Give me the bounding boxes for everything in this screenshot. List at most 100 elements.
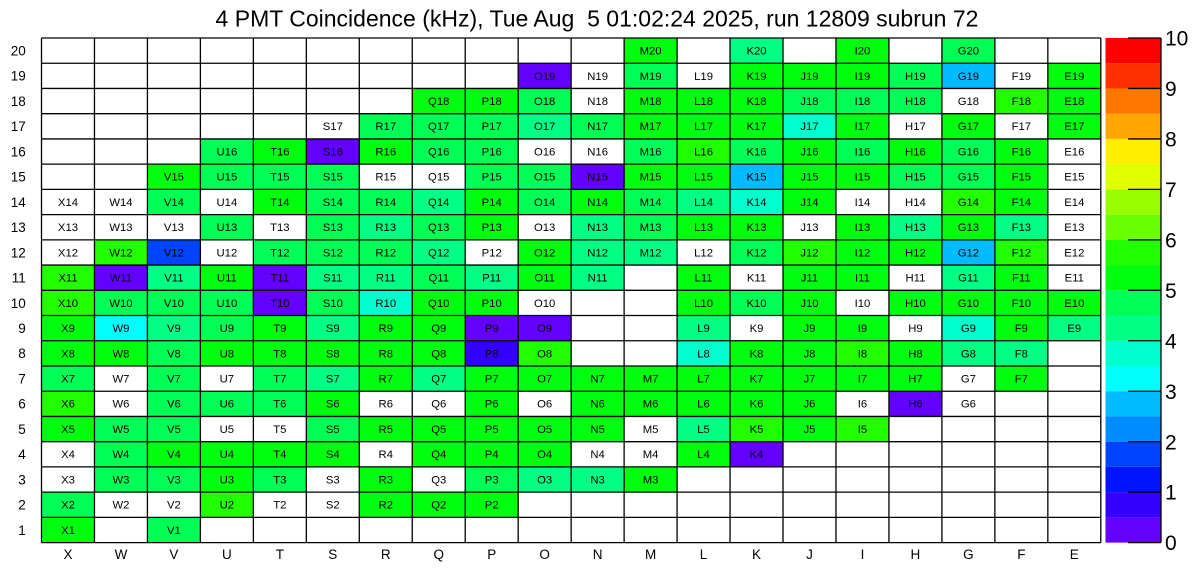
svg-text:M: M [645,547,656,562]
svg-text:U: U [222,547,232,562]
svg-text:J6: J6 [804,399,816,411]
svg-text:X10: X10 [58,298,78,310]
svg-text:R6: R6 [379,399,393,411]
svg-text:P3: P3 [485,474,499,486]
svg-text:S11: S11 [323,273,342,285]
svg-text:0: 0 [1165,532,1177,555]
svg-text:L: L [700,547,708,562]
svg-text:W14: W14 [109,197,132,209]
svg-text:J11: J11 [801,273,818,285]
svg-text:I7: I7 [858,374,867,386]
svg-text:Q3: Q3 [431,474,446,486]
svg-text:O8: O8 [537,348,552,360]
svg-text:I: I [861,547,865,562]
svg-text:S15: S15 [323,172,343,184]
svg-text:T8: T8 [273,348,286,360]
svg-text:F17: F17 [1012,121,1031,133]
svg-text:X2: X2 [61,500,75,512]
svg-text:12: 12 [11,245,26,260]
svg-text:I10: I10 [855,298,871,310]
svg-text:I16: I16 [855,146,871,158]
svg-text:N12: N12 [587,247,608,259]
svg-text:1: 1 [18,523,26,538]
svg-text:K19: K19 [746,71,766,83]
svg-text:H9: H9 [908,323,922,335]
svg-text:R2: R2 [379,500,393,512]
svg-text:E17: E17 [1064,121,1084,133]
svg-text:J: J [806,547,813,562]
svg-text:K18: K18 [746,96,766,108]
svg-text:13: 13 [11,220,26,235]
svg-text:N5: N5 [590,424,604,436]
svg-text:F10: F10 [1012,298,1031,310]
svg-text:4: 4 [1165,330,1177,353]
svg-text:S5: S5 [326,424,340,436]
svg-text:F13: F13 [1012,222,1031,234]
svg-text:J10: J10 [800,298,818,310]
svg-text:V5: V5 [167,424,181,436]
svg-text:O19: O19 [534,71,555,83]
svg-text:S6: S6 [326,399,340,411]
svg-text:P10: P10 [482,298,502,310]
svg-text:M13: M13 [640,222,662,234]
svg-text:F7: F7 [1015,374,1028,386]
svg-text:P4: P4 [485,449,499,461]
svg-text:R3: R3 [379,474,393,486]
svg-text:F11: F11 [1012,273,1031,285]
svg-text:G7: G7 [961,374,976,386]
svg-text:10: 10 [1165,28,1188,51]
svg-text:3: 3 [18,472,26,487]
svg-text:H14: H14 [905,197,926,209]
svg-text:H17: H17 [905,121,926,133]
svg-text:N19: N19 [587,71,608,83]
svg-text:X12: X12 [58,247,78,259]
svg-text:G12: G12 [958,247,979,259]
svg-text:K17: K17 [746,121,766,133]
svg-text:M19: M19 [640,71,662,83]
svg-text:2: 2 [1165,431,1177,454]
svg-text:I20: I20 [855,46,871,58]
svg-text:L9: L9 [697,323,710,335]
svg-text:I19: I19 [855,71,871,83]
svg-text:X8: X8 [61,348,75,360]
svg-text:J14: J14 [800,197,818,209]
svg-text:N7: N7 [590,374,604,386]
svg-text:L15: L15 [694,172,713,184]
svg-text:O16: O16 [534,146,555,158]
svg-text:7: 7 [1165,179,1177,202]
svg-text:X: X [63,547,72,562]
svg-text:X3: X3 [61,474,75,486]
svg-text:F15: F15 [1012,172,1031,184]
svg-text:E14: E14 [1064,197,1084,209]
svg-text:L16: L16 [694,146,713,158]
svg-text:O12: O12 [534,247,555,259]
svg-text:N: N [593,547,603,562]
svg-text:W10: W10 [109,298,132,310]
svg-text:H19: H19 [905,71,926,83]
svg-text:G14: G14 [958,197,979,209]
svg-text:T7: T7 [273,374,286,386]
svg-text:E19: E19 [1064,71,1084,83]
svg-text:S12: S12 [323,247,343,259]
svg-text:9: 9 [18,321,26,336]
svg-text:L14: L14 [694,197,713,209]
svg-text:8: 8 [1165,129,1177,152]
svg-text:T15: T15 [270,172,289,184]
svg-text:9: 9 [1165,78,1177,101]
svg-text:7: 7 [18,371,26,386]
svg-text:I14: I14 [855,197,871,209]
svg-text:L19: L19 [694,71,713,83]
svg-text:6: 6 [18,397,26,412]
svg-text:S2: S2 [326,500,340,512]
svg-text:L4: L4 [697,449,710,461]
svg-text:E16: E16 [1064,146,1084,158]
svg-text:E18: E18 [1064,96,1084,108]
svg-text:V6: V6 [167,399,181,411]
svg-text:T2: T2 [273,500,286,512]
svg-text:Q10: Q10 [428,298,449,310]
svg-text:E12: E12 [1064,247,1084,259]
svg-text:H15: H15 [905,172,926,184]
svg-text:I12: I12 [855,247,871,259]
svg-text:U12: U12 [217,247,238,259]
svg-text:P13: P13 [482,222,502,234]
